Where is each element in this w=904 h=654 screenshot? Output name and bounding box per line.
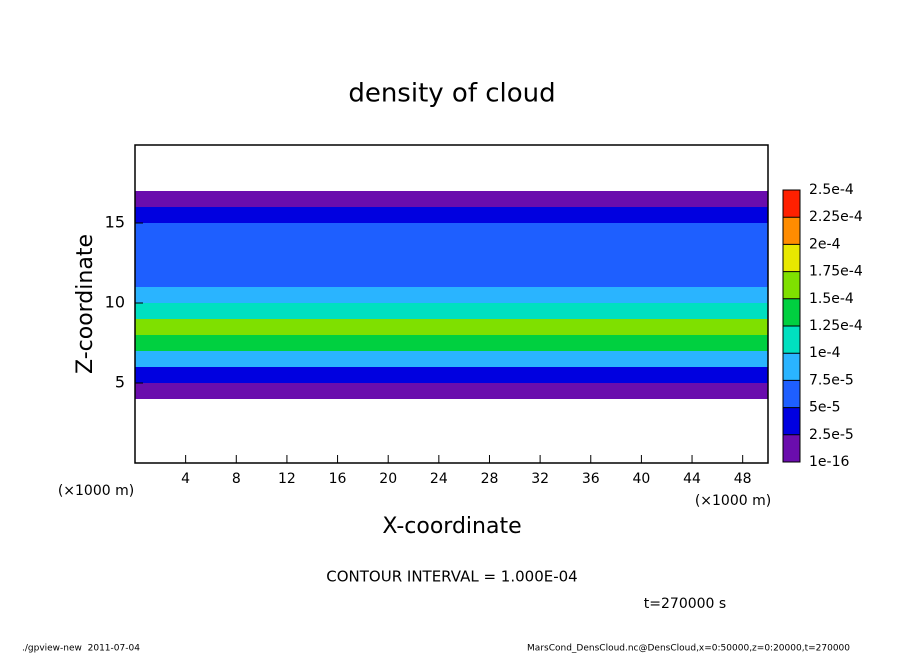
x-tick-label: 48: [734, 471, 752, 487]
heat-cell: [135, 335, 768, 351]
plot-frame: [134, 144, 769, 464]
colorbar-label: 5e-5: [809, 400, 840, 416]
heat-cell: [135, 303, 768, 319]
heat-cell: [135, 287, 768, 303]
x-unit: (×1000 m): [695, 493, 771, 509]
y-tick-label: 5: [115, 373, 125, 392]
colorbar-label: 1.5e-4: [809, 291, 854, 307]
heat-cell: [135, 319, 768, 335]
footer-left: ./gpview-new 2011-07-04: [22, 644, 140, 654]
chart-title: density of cloud: [348, 79, 555, 109]
x-tick-label: 16: [329, 471, 347, 487]
colorbar-label: 2.5e-5: [809, 427, 854, 443]
colorbar-swatch: [783, 326, 800, 354]
heat-cell: [135, 239, 768, 255]
colorbar-swatch: [783, 271, 800, 299]
colorbar-swatch: [783, 217, 800, 245]
x-tick-label: 12: [278, 471, 296, 487]
colorbar-swatch: [783, 353, 800, 381]
heat-cell: [135, 367, 768, 383]
colorbar-label: 1e-4: [809, 345, 841, 361]
heat-cell: [135, 223, 768, 239]
heat-cell: [135, 191, 768, 207]
x-axis-label: X-coordinate: [382, 514, 521, 539]
y-axis-label: Z-coordinate: [73, 234, 98, 374]
colorbar-swatch: [783, 190, 800, 218]
contour-note: CONTOUR INTERVAL = 1.000E-04: [326, 568, 577, 586]
x-tick-label: 4: [181, 471, 190, 487]
colorbar-label: 1.75e-4: [809, 264, 863, 280]
x-tick-label: 40: [632, 471, 650, 487]
x-tick-label: 36: [582, 471, 600, 487]
heat-cell: [135, 383, 768, 399]
colorbar-label: 2.5e-4: [809, 182, 854, 198]
colorbar-label: 7.5e-5: [809, 372, 854, 388]
x-tick-label: 8: [232, 471, 241, 487]
footer-right: MarsCond_DensCloud.nc@DensCloud,x=0:5000…: [527, 644, 850, 654]
heat-cell: [135, 255, 768, 271]
y-tick-label: 15: [105, 213, 125, 232]
x-tick-label: 44: [683, 471, 701, 487]
colorbar-swatch: [783, 380, 800, 408]
x-tick-label: 32: [531, 471, 549, 487]
colorbar-swatch: [783, 244, 800, 272]
colorbar-label: 1e-16: [809, 454, 849, 470]
heat-cell: [135, 271, 768, 287]
x-tick-label: 24: [430, 471, 448, 487]
time-note: t=270000 s: [644, 596, 726, 612]
colorbar-swatch: [783, 407, 800, 435]
x-tick-label: 28: [481, 471, 499, 487]
colorbar-label: 2.25e-4: [809, 209, 863, 225]
x-tick-label: 20: [379, 471, 397, 487]
colorbar-label: 2e-4: [809, 236, 841, 252]
y-tick-label: 10: [105, 293, 125, 312]
y-unit: (×1000 m): [58, 483, 134, 499]
colorbar-swatch: [783, 434, 800, 462]
heat-cell: [135, 207, 768, 223]
colorbar-label: 1.25e-4: [809, 318, 863, 334]
heat-cell: [135, 351, 768, 367]
colorbar-swatch: [783, 298, 800, 326]
